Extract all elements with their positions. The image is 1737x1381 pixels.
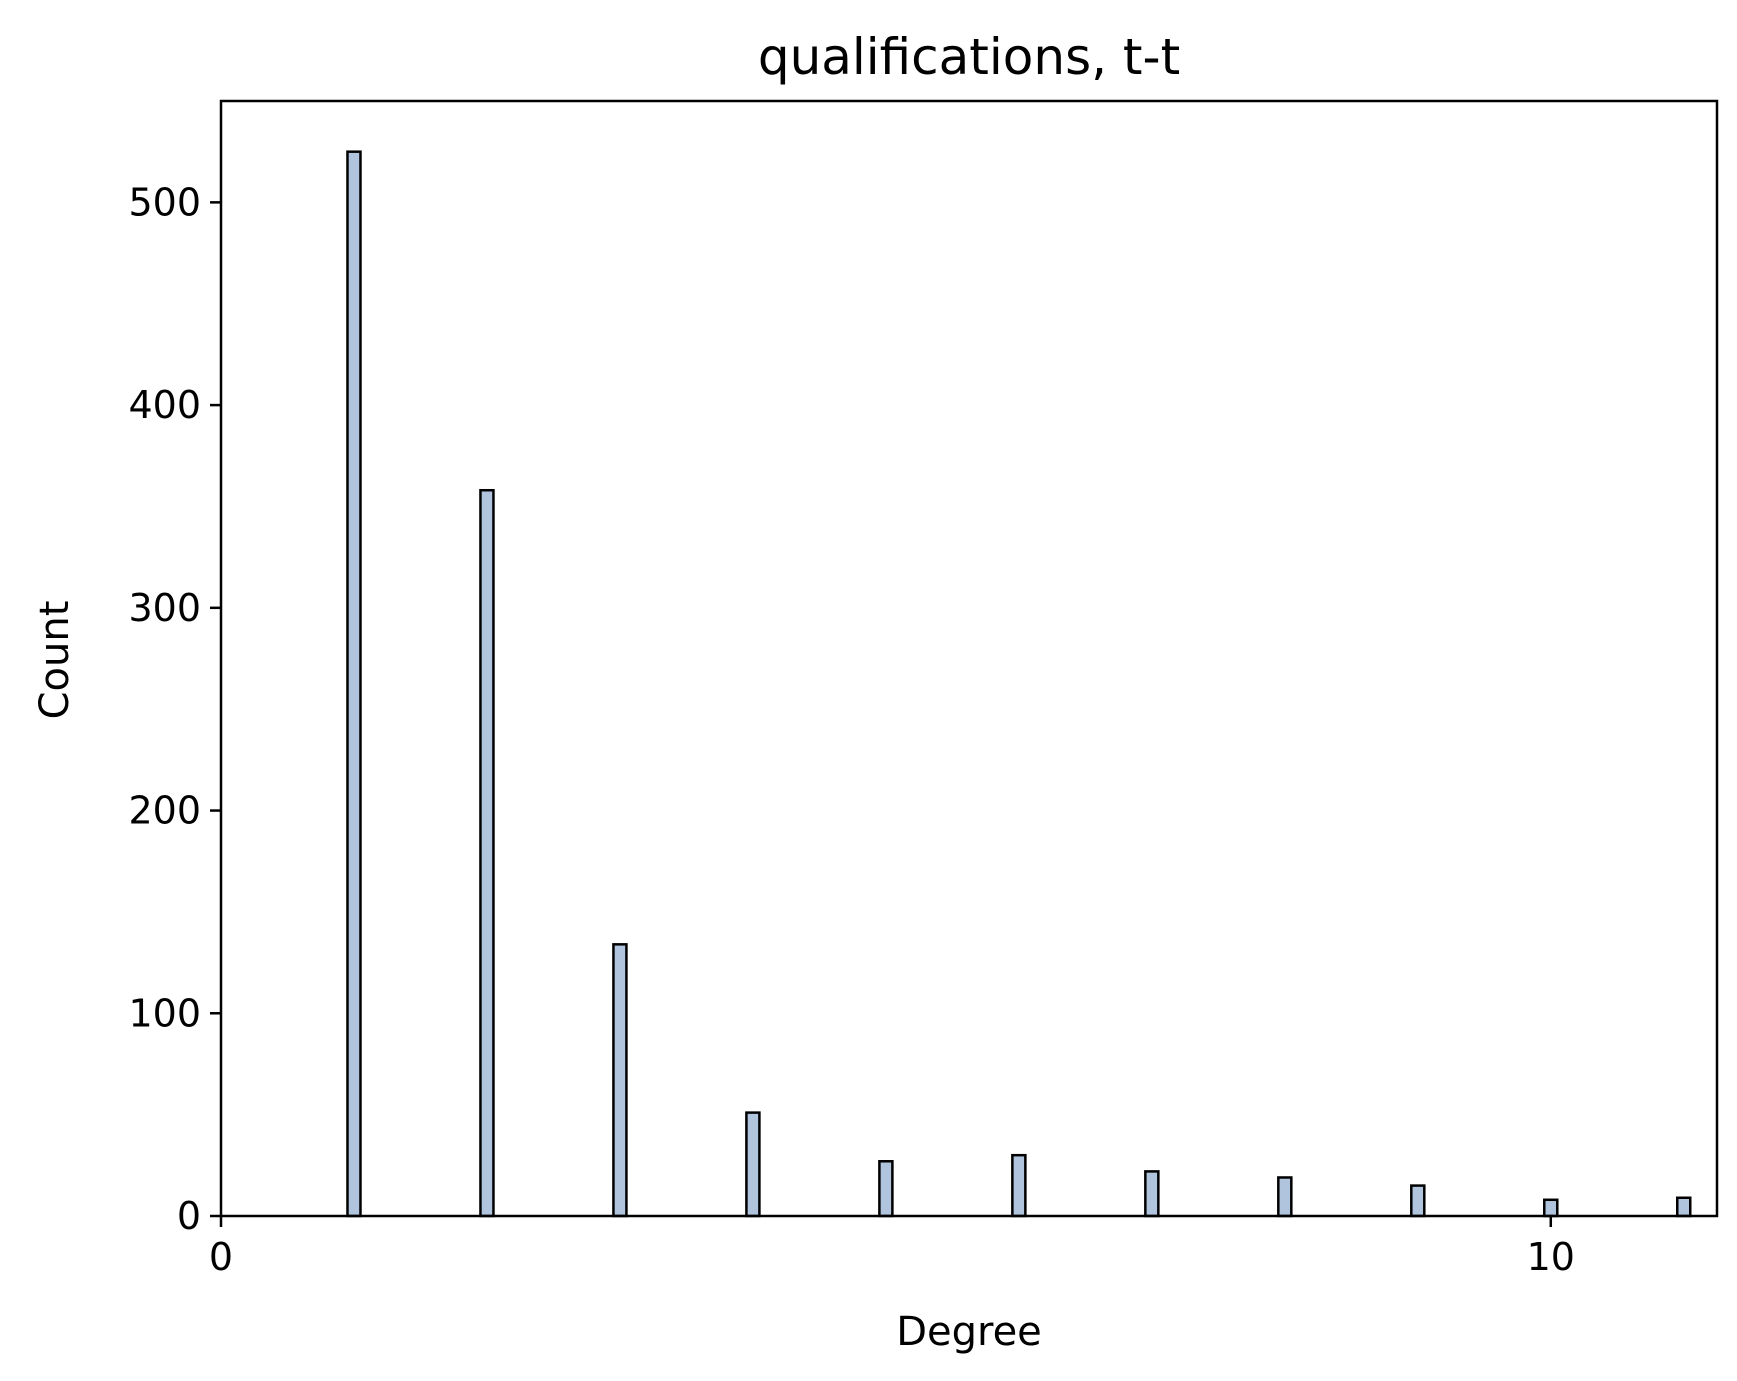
bar-degree-10 [1543, 1198, 1559, 1218]
y-tick-label: 400 [128, 383, 201, 427]
x-axis: 0 10 [209, 1216, 1575, 1279]
y-tick-label: 100 [128, 991, 201, 1035]
y-tick-label: 200 [128, 789, 201, 833]
x-axis-label: Degree [896, 1309, 1042, 1355]
y-axis-label: Count [32, 601, 78, 720]
bar-degree-2 [479, 488, 495, 1218]
bar-degree-4 [745, 1111, 761, 1218]
y-tick-label: 0 [177, 1194, 201, 1238]
x-tick-label: 0 [209, 1235, 233, 1279]
y-axis: 0 100 200 300 400 500 [128, 180, 221, 1238]
plot-frame [219, 99, 1719, 1218]
y-tick-label: 500 [128, 180, 201, 224]
bar-degree-1 [346, 150, 362, 1218]
bar-degree-11 [1676, 1196, 1692, 1218]
bars-group [346, 150, 1692, 1218]
bar-degree-5 [878, 1160, 894, 1218]
chart-title: qualifications, t-t [758, 28, 1180, 86]
bar-degree-9 [1410, 1184, 1426, 1218]
bar-degree-6 [1011, 1153, 1027, 1218]
x-tick-label: 10 [1527, 1235, 1575, 1279]
bar-degree-7 [1144, 1170, 1160, 1218]
bar-degree-3 [612, 943, 628, 1218]
y-tick-label: 300 [128, 586, 201, 630]
bar-degree-8 [1277, 1176, 1293, 1218]
